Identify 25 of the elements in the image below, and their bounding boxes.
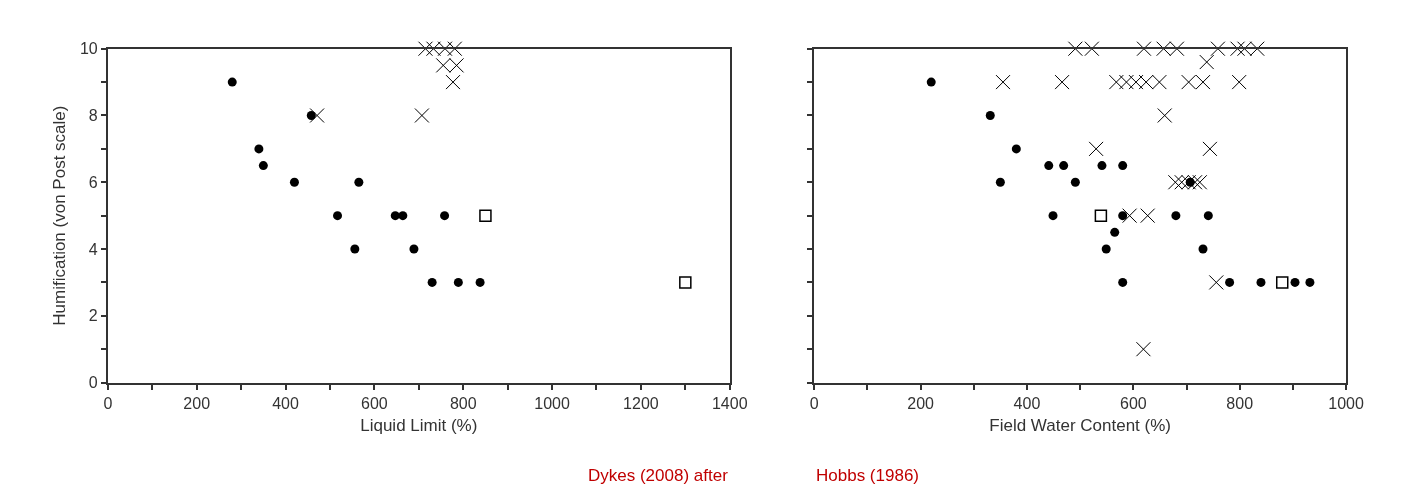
- y-tick-label: 0: [88, 374, 98, 392]
- x-tick-label: 1400: [711, 394, 748, 412]
- x-tick-label: 600: [1119, 394, 1147, 412]
- y-tick-label: 4: [88, 240, 98, 258]
- x-tick-label: 1000: [534, 394, 570, 412]
- x-axis-title: Liquid Limit (%): [360, 415, 478, 435]
- x-tick-label: 0: [809, 394, 819, 412]
- x-tick-label: 200: [907, 394, 935, 412]
- x-tick-label: 800: [449, 394, 477, 412]
- y-tick-label: 8: [88, 107, 98, 125]
- x-tick-label: 200: [183, 394, 211, 412]
- y-axis-title: Humification (von Post scale): [49, 105, 69, 326]
- y-tick-label: 2: [88, 307, 98, 325]
- text: Hobbs (1986): [816, 466, 920, 485]
- x-tick-label: 400: [1013, 394, 1041, 412]
- x-tick-label: 800: [1226, 394, 1254, 412]
- y-tick-label: 10: [79, 40, 98, 58]
- x-tick-label: 1000: [1328, 394, 1364, 412]
- y-tick-label: 6: [88, 173, 98, 191]
- x-tick-label: 600: [361, 394, 388, 412]
- x-axis-title: Field Water Content (%): [989, 415, 1171, 435]
- x-tick-label: 1200: [623, 394, 659, 412]
- x-tick-label: 400: [272, 394, 299, 412]
- text: Dykes (2008) after: [588, 466, 729, 485]
- x-tick-label: 0: [103, 394, 113, 412]
